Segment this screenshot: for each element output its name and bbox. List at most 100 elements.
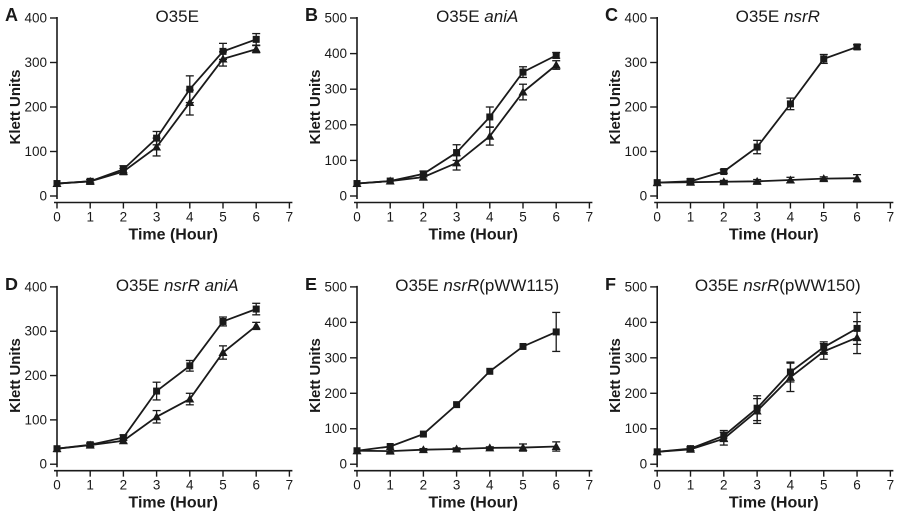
- x-tick-label: 4: [486, 210, 494, 225]
- x-tick-label: 2: [720, 478, 728, 493]
- x-tick-label: 1: [386, 478, 394, 493]
- triangle-marker: [719, 177, 729, 186]
- square-marker: [419, 430, 427, 438]
- x-tick-label: 5: [519, 478, 527, 493]
- x-tick-label: 5: [219, 478, 227, 493]
- series-line-square: [657, 46, 858, 184]
- chart-panel-c: C O35E nsrR 0 100 200 300 400 0 1 2 3 4 5 6 7 Klett Uni…: [600, 0, 901, 260]
- triangle-marker: [118, 167, 128, 176]
- chart-panel-a: A O35E 0 100 200 300 400 0 1 2 3 4 5 6 7 Klett Units Tim…: [0, 0, 300, 260]
- panel-letter: E: [305, 274, 317, 294]
- x-tick-label: 0: [53, 210, 61, 225]
- triangle-marker: [485, 443, 495, 452]
- triangle-marker: [152, 412, 162, 421]
- square-marker: [453, 149, 461, 157]
- y-tick-label: 100: [324, 153, 347, 168]
- square-marker: [252, 305, 260, 313]
- y-axis-title: Klett Units: [607, 338, 624, 413]
- x-tick-label: 5: [519, 210, 527, 225]
- x-tick-label: 2: [120, 478, 128, 493]
- triangle-marker: [352, 446, 362, 455]
- y-tick-label: 0: [39, 457, 47, 472]
- panel-letter: A: [5, 5, 18, 25]
- x-tick-label: 2: [120, 210, 128, 225]
- x-tick-label: 0: [353, 210, 361, 225]
- x-axis-title: Time (Hour): [128, 495, 217, 512]
- square-marker: [786, 100, 794, 108]
- triangle-marker: [852, 173, 862, 182]
- triangle-marker: [185, 394, 195, 403]
- y-tick-label: 0: [39, 189, 47, 204]
- x-tick-label: 0: [653, 210, 661, 225]
- chart-panel-b: B O35E aniA 0 100 200 300 400 500 0 1 2 3 4 5 6 7 Klett …: [300, 0, 600, 260]
- x-tick-label: 1: [86, 210, 94, 225]
- y-tick-label: 100: [625, 144, 648, 159]
- x-tick-label: 7: [586, 478, 594, 493]
- y-axis-title: Klett Units: [7, 338, 24, 413]
- x-tick-label: 0: [653, 478, 661, 493]
- triangle-marker: [85, 440, 95, 449]
- y-tick-label: 300: [24, 55, 47, 70]
- triangle-marker: [452, 444, 462, 453]
- y-tick-label: 200: [24, 368, 47, 383]
- y-tick-label: 400: [625, 315, 648, 330]
- y-tick-label: 100: [24, 144, 47, 159]
- x-tick-label: 4: [787, 478, 795, 493]
- y-tick-label: 300: [324, 82, 347, 97]
- x-axis-title: Time (Hour): [729, 226, 819, 244]
- x-tick-label: 7: [286, 478, 294, 493]
- y-axis-title: Klett Units: [607, 70, 624, 145]
- y-tick-label: 200: [24, 100, 47, 115]
- triangle-marker: [551, 441, 561, 450]
- x-tick-label: 3: [153, 478, 161, 493]
- triangle-marker: [819, 346, 829, 355]
- triangle-marker: [85, 176, 95, 185]
- square-marker: [519, 342, 527, 350]
- triangle-marker: [418, 172, 428, 181]
- y-tick-label: 400: [625, 11, 648, 26]
- triangle-marker: [385, 446, 395, 455]
- x-tick-label: 3: [453, 478, 461, 493]
- x-axis-title: Time (Hour): [428, 227, 517, 244]
- growth-chart: E O35E nsrR(pWW115) 0 100 200 300 400 500 0 1 2 3 4 5…: [305, 274, 594, 512]
- triangle-marker: [785, 372, 795, 381]
- square-marker: [552, 328, 560, 336]
- x-tick-label: 4: [186, 478, 194, 493]
- panel-letter: D: [5, 274, 18, 294]
- growth-chart: A O35E 0 100 200 300 400 0 1 2 3 4 5 6 7 Klett Units Tim…: [5, 5, 293, 244]
- square-marker: [486, 367, 494, 375]
- y-tick-label: 100: [625, 421, 648, 436]
- triangle-marker: [251, 321, 261, 330]
- x-tick-label: 1: [386, 210, 394, 225]
- square-marker: [153, 387, 161, 395]
- x-tick-label: 4: [186, 210, 194, 225]
- panel-letter: F: [605, 274, 616, 294]
- triangle-marker: [819, 174, 829, 183]
- y-tick-label: 100: [324, 421, 347, 436]
- triangle-marker: [685, 177, 696, 186]
- square-marker: [820, 55, 828, 63]
- y-tick-label: 500: [324, 279, 347, 294]
- x-tick-label: 3: [453, 210, 461, 225]
- triangle-marker: [218, 54, 228, 63]
- square-marker: [186, 85, 194, 93]
- y-tick-label: 500: [324, 11, 347, 26]
- growth-chart: F O35E nsrR(pWW150) 0 100 200 300 400 500 0 1 2 3 4 5…: [605, 274, 895, 512]
- y-tick-label: 400: [324, 315, 347, 330]
- x-tick-label: 7: [887, 478, 895, 493]
- triangle-marker: [218, 348, 228, 356]
- panel-title: O35E nsrR(pWW150): [695, 276, 861, 295]
- y-tick-label: 400: [24, 11, 47, 26]
- x-tick-label: 5: [820, 478, 828, 493]
- triangle-marker: [52, 179, 62, 188]
- x-tick-label: 3: [753, 478, 761, 493]
- x-axis-title: Time (Hour): [428, 495, 517, 512]
- x-tick-label: 0: [53, 478, 61, 493]
- x-tick-label: 5: [820, 210, 828, 225]
- triangle-marker: [52, 444, 62, 453]
- square-marker: [453, 401, 461, 409]
- triangle-marker: [518, 443, 528, 452]
- x-tick-label: 6: [853, 210, 861, 225]
- y-tick-label: 200: [324, 117, 347, 132]
